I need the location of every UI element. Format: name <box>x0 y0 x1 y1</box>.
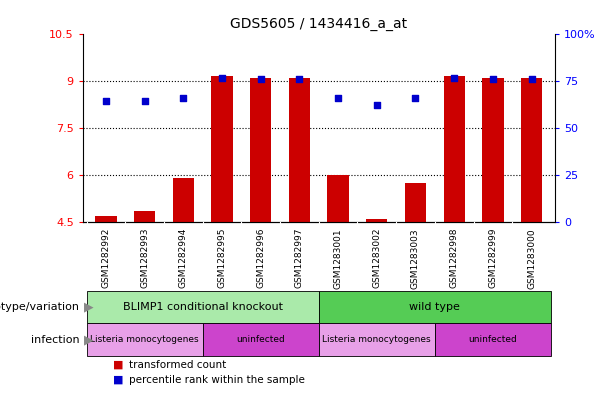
Text: infection: infection <box>31 334 80 345</box>
Bar <box>289 78 310 222</box>
Point <box>527 76 536 83</box>
Text: GSM1282999: GSM1282999 <box>489 228 497 288</box>
Text: ▶: ▶ <box>84 333 94 346</box>
Point <box>101 98 111 105</box>
Text: GSM1282994: GSM1282994 <box>179 228 188 288</box>
Bar <box>521 78 542 222</box>
Bar <box>319 291 551 323</box>
Point <box>411 95 421 101</box>
Text: uninfected: uninfected <box>237 335 285 344</box>
Text: GSM1282993: GSM1282993 <box>140 228 149 288</box>
Bar <box>96 216 116 222</box>
Text: percentile rank within the sample: percentile rank within the sample <box>129 375 305 385</box>
Point <box>294 76 304 83</box>
Bar <box>435 323 551 356</box>
Bar <box>366 219 387 222</box>
Text: GSM1282992: GSM1282992 <box>102 228 110 288</box>
Text: GSM1282998: GSM1282998 <box>450 228 459 288</box>
Bar <box>211 76 233 222</box>
Bar <box>134 211 155 222</box>
Text: BLIMP1 conditional knockout: BLIMP1 conditional knockout <box>123 302 283 312</box>
Text: GSM1283001: GSM1283001 <box>333 228 343 288</box>
Text: GSM1283000: GSM1283000 <box>527 228 536 288</box>
Text: GSM1283002: GSM1283002 <box>372 228 381 288</box>
Text: Listeria monocytogenes: Listeria monocytogenes <box>90 335 199 344</box>
Point <box>256 76 265 83</box>
Point <box>372 101 382 108</box>
Bar <box>173 178 194 222</box>
Point <box>449 75 459 81</box>
Title: GDS5605 / 1434416_a_at: GDS5605 / 1434416_a_at <box>230 17 407 31</box>
Text: ■: ■ <box>113 360 124 370</box>
Point <box>140 98 150 105</box>
Bar <box>250 78 272 222</box>
Bar <box>327 175 349 222</box>
Bar <box>444 76 465 222</box>
Bar <box>482 78 503 222</box>
Point <box>333 95 343 101</box>
Text: ■: ■ <box>113 375 124 385</box>
Text: Listeria monocytogenes: Listeria monocytogenes <box>322 335 431 344</box>
Text: genotype/variation: genotype/variation <box>0 302 80 312</box>
Text: wild type: wild type <box>409 302 460 312</box>
Text: GSM1282995: GSM1282995 <box>218 228 227 288</box>
Text: ▶: ▶ <box>84 301 94 314</box>
Bar <box>86 323 203 356</box>
Bar <box>86 291 319 323</box>
Text: GSM1282996: GSM1282996 <box>256 228 265 288</box>
Text: uninfected: uninfected <box>468 335 517 344</box>
Text: GSM1283003: GSM1283003 <box>411 228 420 288</box>
Point <box>488 76 498 83</box>
Bar <box>405 183 426 222</box>
Bar <box>319 323 435 356</box>
Point <box>178 95 188 101</box>
Point <box>217 75 227 81</box>
Text: transformed count: transformed count <box>129 360 226 370</box>
Text: GSM1282997: GSM1282997 <box>295 228 304 288</box>
Bar <box>203 323 319 356</box>
